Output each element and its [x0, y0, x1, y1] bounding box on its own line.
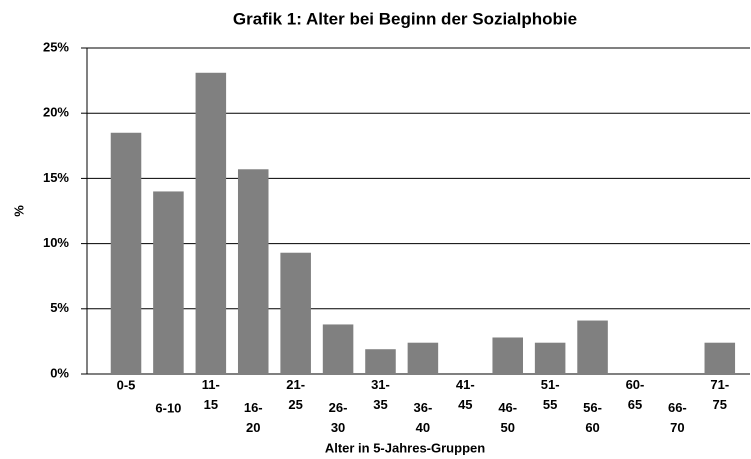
x-tick-label: 71-75 — [710, 377, 729, 412]
x-tick-label: 60-65 — [626, 377, 645, 412]
chart-title: Grafik 1: Alter bei Beginn der Sozialpho… — [233, 9, 577, 28]
x-tick-label: 51-55 — [541, 377, 560, 412]
x-tick-label: 46-50 — [498, 400, 517, 435]
x-tick-label: 56-60 — [583, 400, 602, 435]
x-tick-label: 21-25 — [286, 377, 305, 412]
x-tick-label: 0-5 — [117, 377, 136, 392]
bar — [534, 342, 566, 374]
y-tick-label: 15% — [43, 170, 69, 185]
bar — [577, 320, 608, 374]
bar — [704, 342, 736, 374]
bar — [153, 191, 184, 374]
bar — [237, 169, 269, 374]
bar — [365, 349, 396, 374]
y-axis-label: % — [11, 205, 26, 217]
y-tick-label: 5% — [50, 300, 69, 315]
y-tick-label: 20% — [43, 105, 69, 120]
x-tick-label: 6-10 — [155, 400, 181, 415]
x-tick-label: 36-40 — [414, 400, 433, 435]
bar — [195, 72, 227, 374]
x-tick-label: 26-30 — [329, 400, 348, 435]
y-tick-label: 0% — [50, 365, 69, 380]
x-tick-label: 31-35 — [371, 377, 390, 412]
y-tick-label: 25% — [43, 39, 69, 54]
x-axis-label: Alter in 5-Jahres-Gruppen — [325, 440, 485, 455]
bar — [407, 342, 439, 374]
x-tick-label: 16-20 — [244, 400, 263, 435]
bar — [280, 252, 311, 374]
bar — [492, 337, 523, 374]
bar — [322, 324, 354, 374]
y-tick-label: 10% — [43, 235, 69, 250]
x-tick-label: 41-45 — [456, 377, 475, 412]
x-tick-label: 11-15 — [202, 377, 220, 412]
bar — [110, 132, 142, 374]
x-tick-label: 66-70 — [668, 400, 687, 435]
